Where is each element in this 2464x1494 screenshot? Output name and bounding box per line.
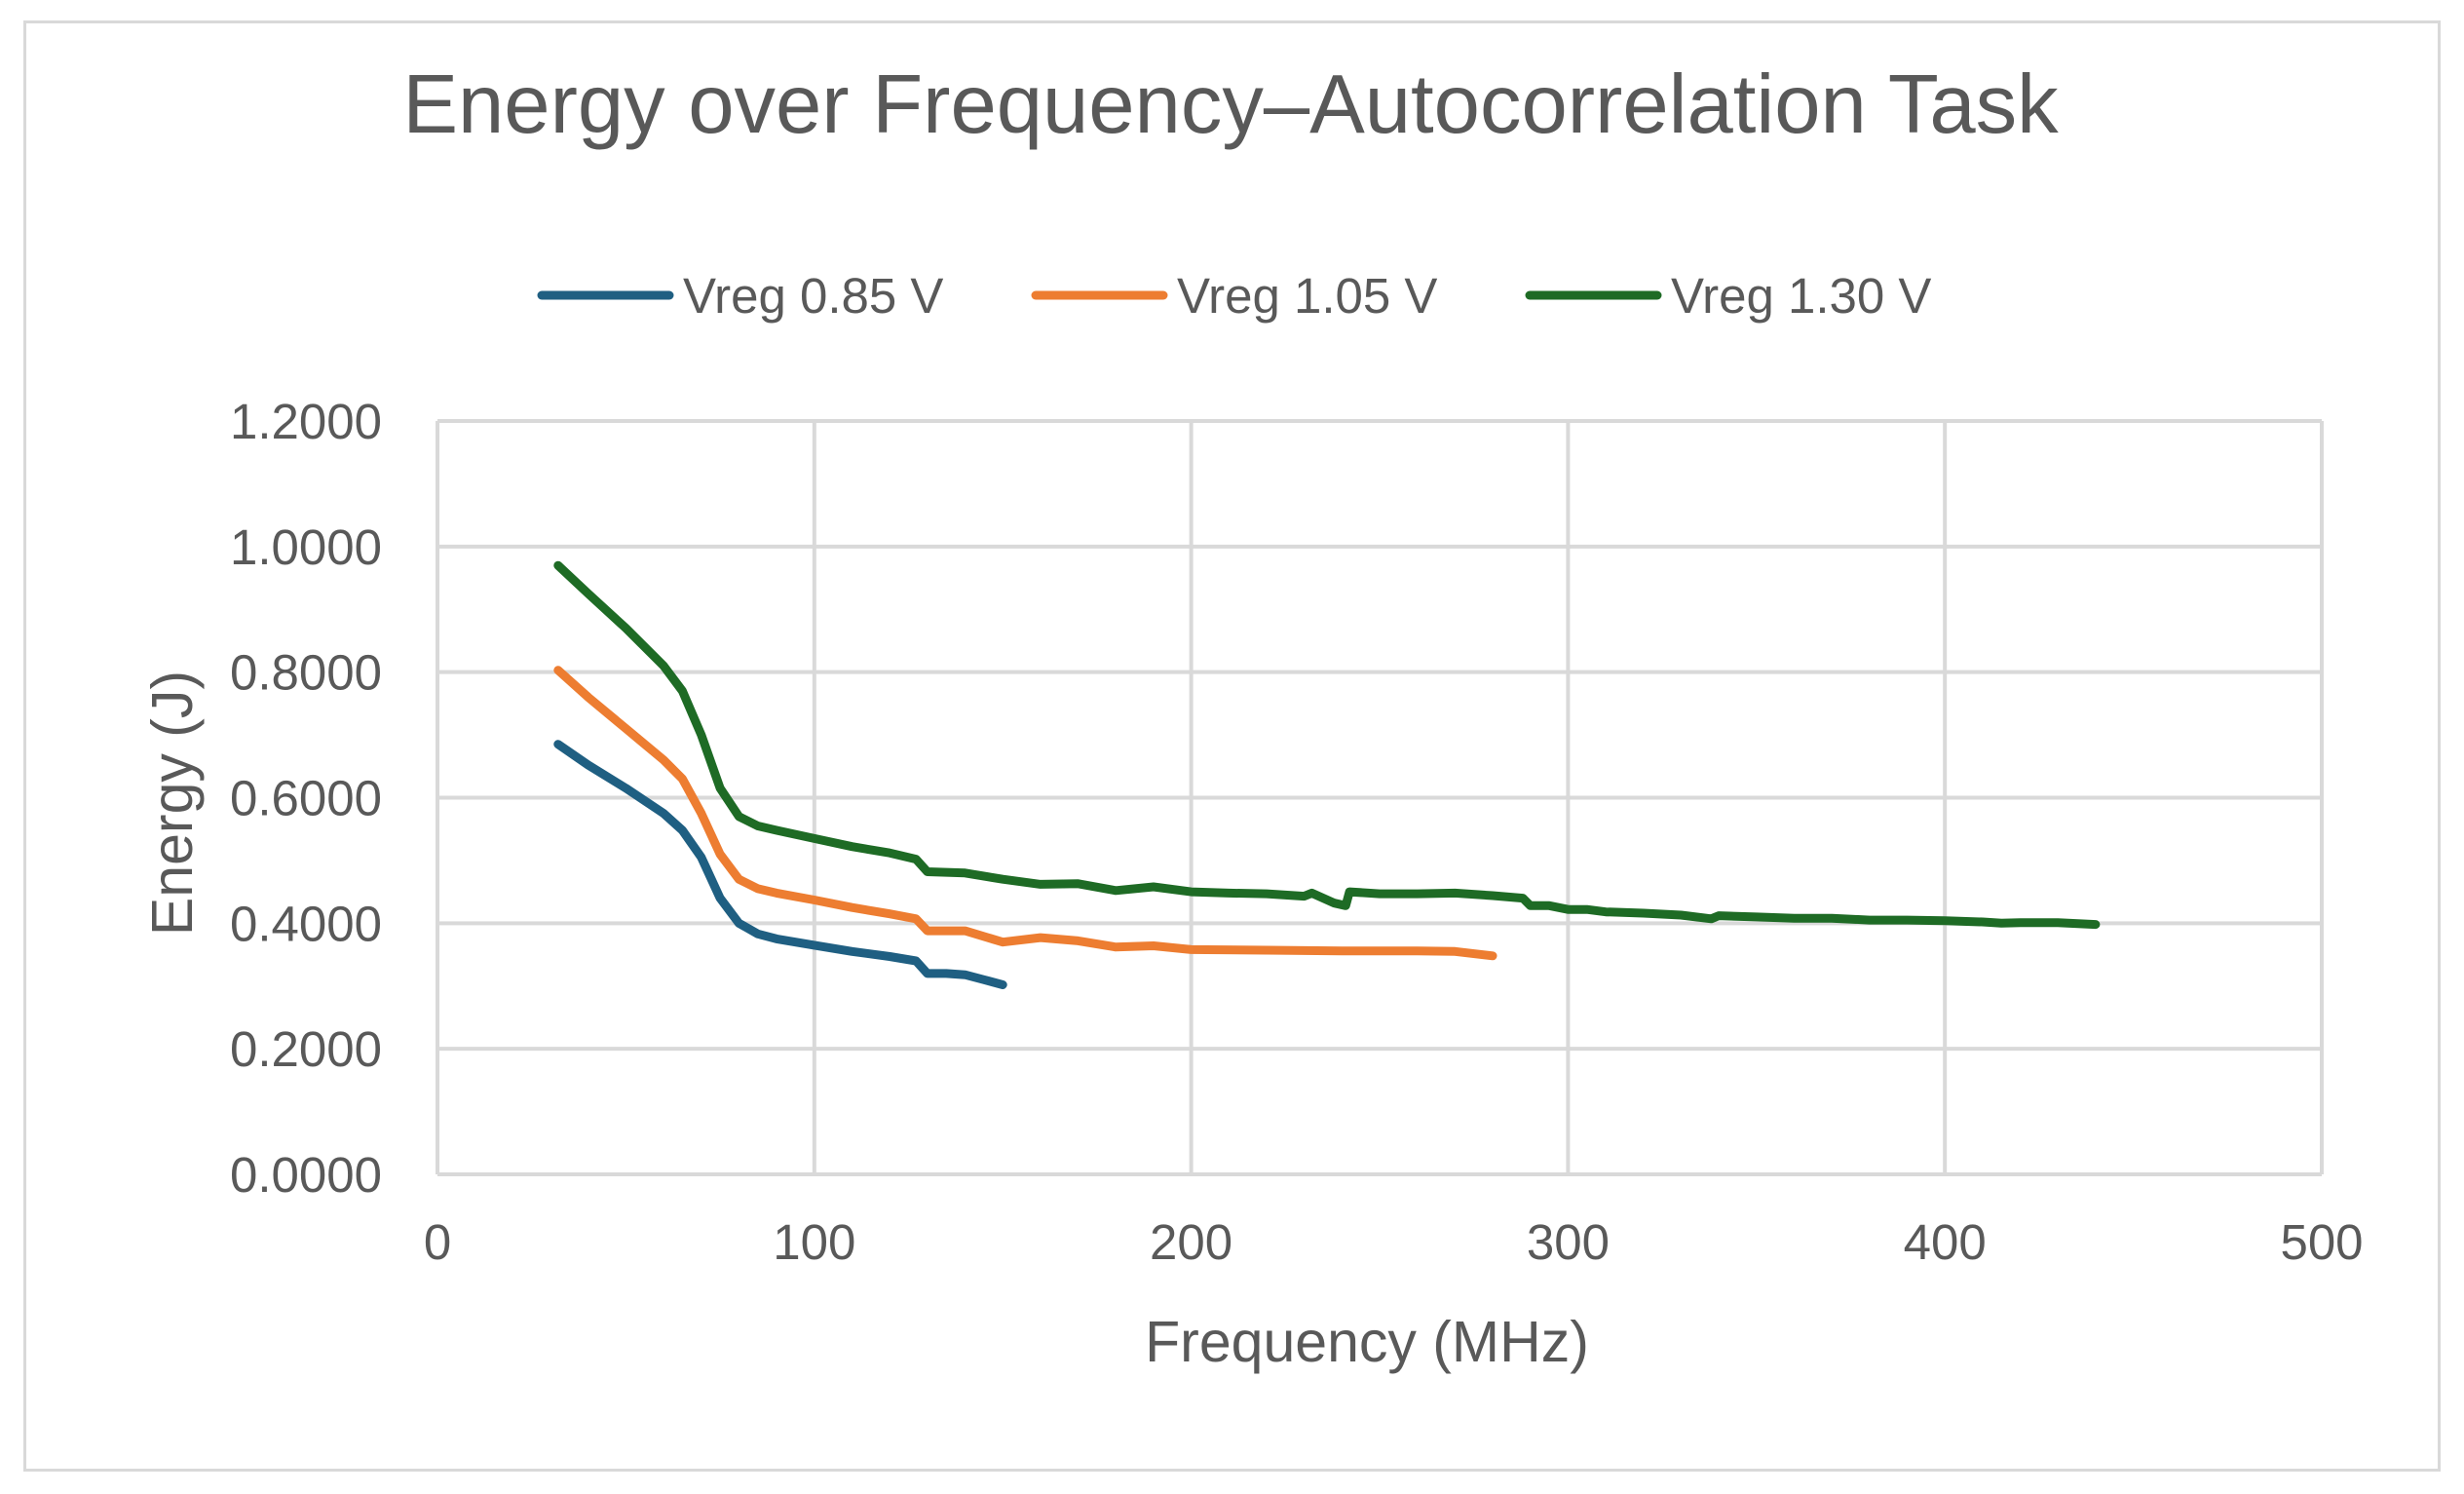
x-tick-label: 0: [424, 1214, 451, 1270]
y-tick-label: 1.2000: [230, 394, 382, 449]
legend: Vreg 0.85 V Vreg 1.05 V Vreg 1.30 V: [537, 268, 1931, 324]
x-tick-label: 200: [1150, 1214, 1232, 1270]
y-tick-label: 0.6000: [230, 771, 382, 826]
legend-label: Vreg 0.85 V: [683, 268, 943, 324]
y-tick-label: 0.4000: [230, 896, 382, 951]
x-tick-label: 500: [2280, 1214, 2363, 1270]
y-tick-label: 1.0000: [230, 519, 382, 575]
series-layer: [553, 560, 2101, 989]
x-axis-ticks: 0 100 200 300 400 500: [424, 1214, 2364, 1270]
y-tick-label: 0.8000: [230, 645, 382, 701]
legend-label: Vreg 1.05 V: [1177, 268, 1437, 324]
chart: Energy over Frequency–Autocorrelation Ta…: [140, 58, 2364, 1374]
chart-frame: Energy over Frequency–Autocorrelation Ta…: [23, 20, 2441, 1472]
y-axis-title: Energy (J): [140, 670, 205, 936]
gridlines: [436, 419, 2324, 1176]
x-tick-label: 300: [1527, 1214, 1610, 1270]
y-axis-ticks: 0.0000 0.2000 0.4000 0.6000 0.8000 1.0000 1.20…: [230, 394, 382, 1203]
legend-label: Vreg 1.30 V: [1671, 268, 1931, 324]
series-line-vreg-1-05-v: [553, 666, 1497, 961]
x-tick-label: 100: [773, 1214, 855, 1270]
y-tick-label: 0.2000: [230, 1021, 382, 1077]
x-axis-title: Frequency (MHz): [1145, 1310, 1589, 1374]
series-line-vreg-1-30-v: [553, 560, 2101, 930]
x-tick-label: 400: [1904, 1214, 1987, 1270]
y-tick-label: 0.0000: [230, 1147, 382, 1203]
series-line-vreg-0-85-v: [553, 740, 1007, 989]
chart-title: Energy over Frequency–Autocorrelation Ta…: [402, 58, 2059, 151]
